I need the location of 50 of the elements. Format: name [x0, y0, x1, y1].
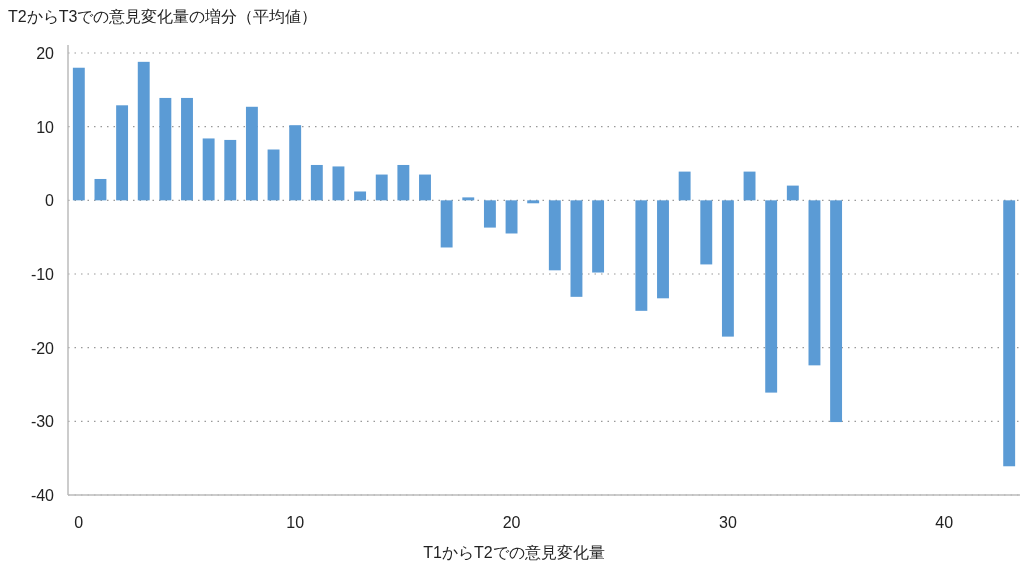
bar — [116, 105, 129, 201]
bar — [678, 171, 691, 201]
bar — [375, 174, 388, 201]
bar — [440, 200, 453, 248]
x-axis-title: T1からT2での意見変化量 — [423, 544, 605, 561]
y-tick-label: -40 — [30, 487, 55, 504]
bar — [397, 164, 410, 201]
y-tick-label: -10 — [30, 266, 55, 283]
bar — [224, 139, 237, 201]
bar — [289, 125, 302, 201]
bar — [267, 149, 280, 201]
y-tick-label: -30 — [30, 413, 55, 431]
x-tick-label: 30 — [719, 514, 737, 531]
bar — [462, 197, 475, 201]
bar — [72, 67, 85, 201]
bar — [419, 174, 431, 201]
bar — [743, 171, 756, 201]
bar — [721, 200, 734, 337]
bar — [765, 200, 778, 393]
bar — [354, 191, 367, 201]
bar — [786, 185, 799, 201]
bar — [700, 200, 713, 265]
bar — [181, 97, 193, 201]
y-tick-label: -20 — [30, 339, 55, 357]
bar — [1003, 200, 1016, 467]
bar — [202, 138, 215, 201]
bar — [159, 97, 172, 201]
bar — [94, 178, 107, 201]
x-tick-label: 10 — [286, 514, 305, 531]
bar — [830, 200, 843, 423]
bar — [527, 200, 540, 204]
x-tick-label: 20 — [502, 514, 521, 531]
y-tick-label: 0 — [45, 192, 55, 210]
bar — [548, 200, 561, 271]
bar — [483, 200, 496, 228]
x-tick-label: 0 — [74, 514, 84, 531]
y-axis-title: T2からT3での意見変化量の増分（平均値） — [8, 8, 318, 25]
y-tick-label: 10 — [36, 118, 55, 136]
bar — [310, 164, 323, 201]
bar — [332, 166, 345, 201]
x-tick-label: 40 — [935, 514, 954, 531]
bar — [505, 200, 518, 234]
y-tick-label: 20 — [36, 45, 55, 62]
bar — [808, 200, 821, 366]
bar — [592, 200, 605, 273]
bar — [245, 106, 258, 201]
bar — [657, 200, 669, 299]
bar — [635, 200, 648, 311]
bar — [137, 61, 150, 201]
bar — [570, 200, 583, 297]
